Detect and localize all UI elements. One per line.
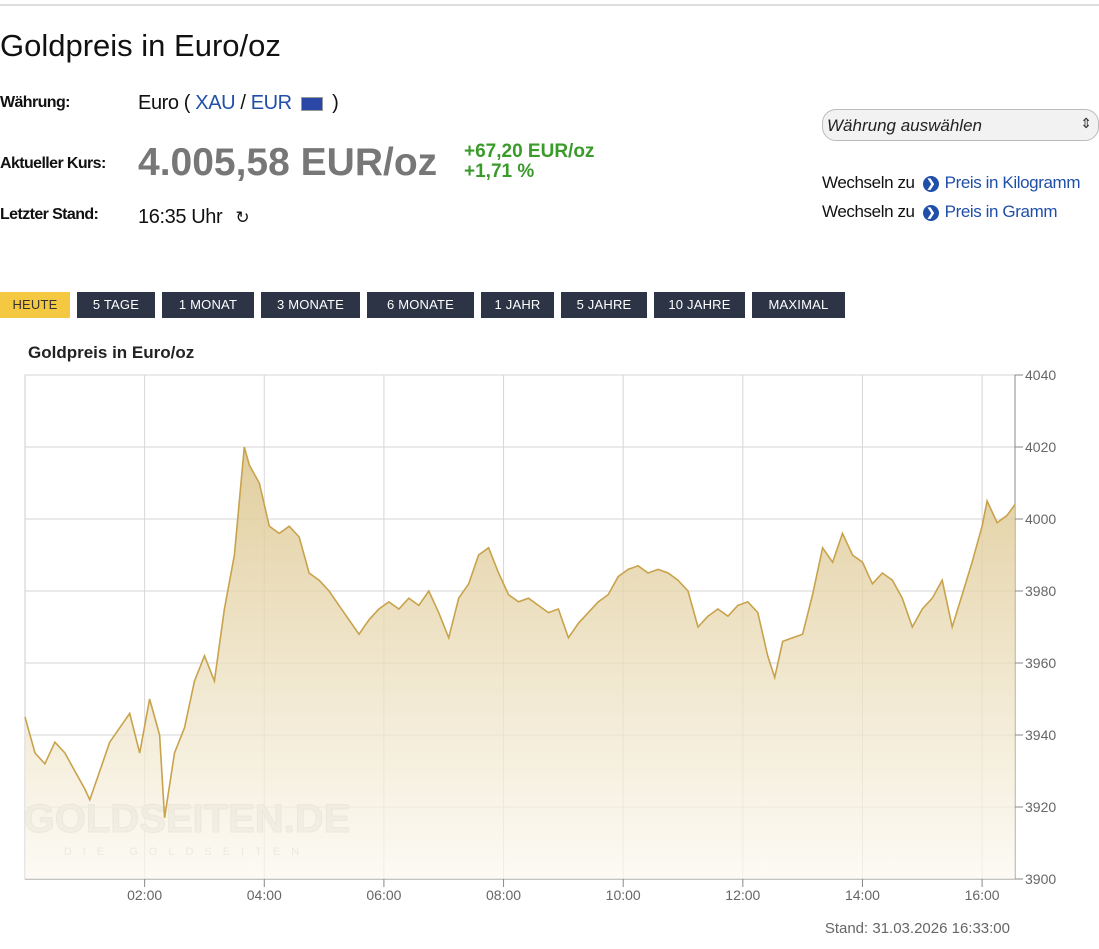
stand-text: Stand: 31.03.2026 16:33:00 [825, 920, 1010, 937]
tab-button[interactable]: MAXIMAL [752, 292, 845, 318]
x-tick-label: 08:00 [486, 887, 521, 903]
switch-row: Wechseln zu ❯ Preis in Kilogramm [822, 173, 1080, 193]
select-arrow: ⇕ [1080, 115, 1092, 131]
switch-prefix: Wechseln zu [822, 173, 915, 192]
x-tick-label: 02:00 [127, 887, 162, 903]
switch-link[interactable]: Preis in Gramm [944, 202, 1058, 221]
switch-row: Wechseln zu ❯ Preis in Gramm [822, 202, 1058, 222]
x-tick-label: 06:00 [366, 887, 401, 903]
eur-link[interactable]: EUR [250, 92, 292, 114]
chart-title: Goldpreis in Euro/oz [28, 343, 194, 362]
select-text: Währung auswählen [827, 116, 982, 135]
xau-link[interactable]: XAU [195, 92, 236, 114]
price-line [24, 446, 1016, 818]
x-tick-label: 14:00 [845, 887, 880, 903]
tab-button[interactable]: 5 TAGE [77, 292, 155, 318]
tab-button[interactable]: HEUTE [0, 292, 70, 318]
y-tick-label: 3980 [1025, 583, 1056, 599]
y-tick-label: 4000 [1025, 511, 1056, 527]
page-title: Goldpreis in Euro/oz [0, 28, 281, 63]
tab-button[interactable]: 3 MONATE [261, 292, 360, 318]
y-tick-label: 4020 [1025, 439, 1056, 455]
price-label: Aktueller Kurs: [0, 155, 106, 172]
x-tick-label: 10:00 [606, 887, 641, 903]
tab-button[interactable]: 6 MONATE [367, 292, 474, 318]
eu-flag [300, 96, 323, 111]
link-icon: ❯ [922, 204, 939, 221]
currency-close: ) [332, 92, 339, 114]
tab-button[interactable]: 1 JAHR [481, 292, 554, 318]
y-tick-label: 3920 [1025, 799, 1056, 815]
time: 16:35 Uhr ↻ [138, 206, 250, 229]
currency-select[interactable]: Währung auswählen ⇕ [822, 109, 1099, 141]
change-abs: +67,20 EUR/oz [464, 141, 595, 162]
x-tick-label: 04:00 [247, 887, 282, 903]
switch-prefix: Wechseln zu [822, 202, 915, 221]
chart: Goldpreis in Euro/oz 3900 3920 3940 3960 398… [23, 343, 1056, 937]
tab-button[interactable]: 5 JAHRE [561, 292, 647, 318]
switch-link[interactable]: Preis in Kilogramm [944, 173, 1081, 192]
time-text: 16:35 Uhr [138, 206, 223, 228]
price: 4.005,58 EUR/oz [138, 141, 438, 184]
currency-value: Euro ( XAU / EUR ) [138, 92, 339, 115]
x-tick-label: 16:00 [965, 887, 1000, 903]
top-border [0, 4, 1099, 6]
slash: / [240, 92, 246, 114]
y-tick-label: 4040 [1025, 367, 1056, 383]
area-fill [25, 447, 1015, 879]
change-pct: +1,71 % [464, 161, 535, 182]
currency-label: Währung: [0, 94, 70, 111]
tab-button[interactable]: 10 JAHRE [654, 292, 745, 318]
y-tick-label: 3960 [1025, 655, 1056, 671]
x-tick-label: 12:00 [725, 887, 760, 903]
y-tick-label: 3900 [1025, 871, 1056, 887]
link-icon: ❯ [922, 175, 939, 192]
y-tick-label: 3940 [1025, 727, 1056, 743]
tab-button[interactable]: 1 MONAT [162, 292, 254, 318]
currency-open: Euro ( [138, 92, 191, 114]
time-label: Letzter Stand: [0, 206, 99, 223]
refresh-icon[interactable]: ↻ [235, 208, 250, 227]
